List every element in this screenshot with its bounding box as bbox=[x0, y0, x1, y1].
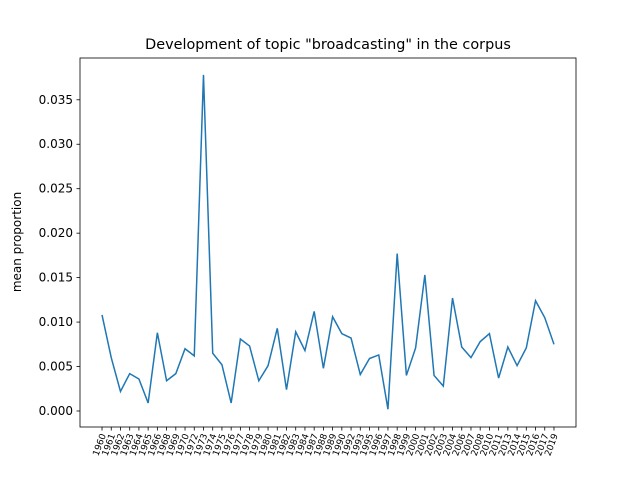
chart-title: Development of topic "broadcasting" in t… bbox=[145, 37, 511, 53]
y-tick-label: 0.005 bbox=[39, 360, 73, 374]
y-tick-label: 0.010 bbox=[39, 315, 73, 329]
axes-frame bbox=[79, 57, 577, 428]
y-tick-label: 0.020 bbox=[39, 226, 73, 240]
line bbox=[101, 74, 555, 410]
y-tick-label: 0.035 bbox=[39, 93, 73, 107]
y-tick-label: 0.025 bbox=[39, 182, 73, 196]
y-tick-label: 0.015 bbox=[39, 271, 73, 285]
y-tick-label: 0.000 bbox=[39, 404, 73, 418]
y-tick-label: 0.030 bbox=[39, 137, 73, 151]
y-axis-label: mean proportion bbox=[10, 192, 24, 292]
